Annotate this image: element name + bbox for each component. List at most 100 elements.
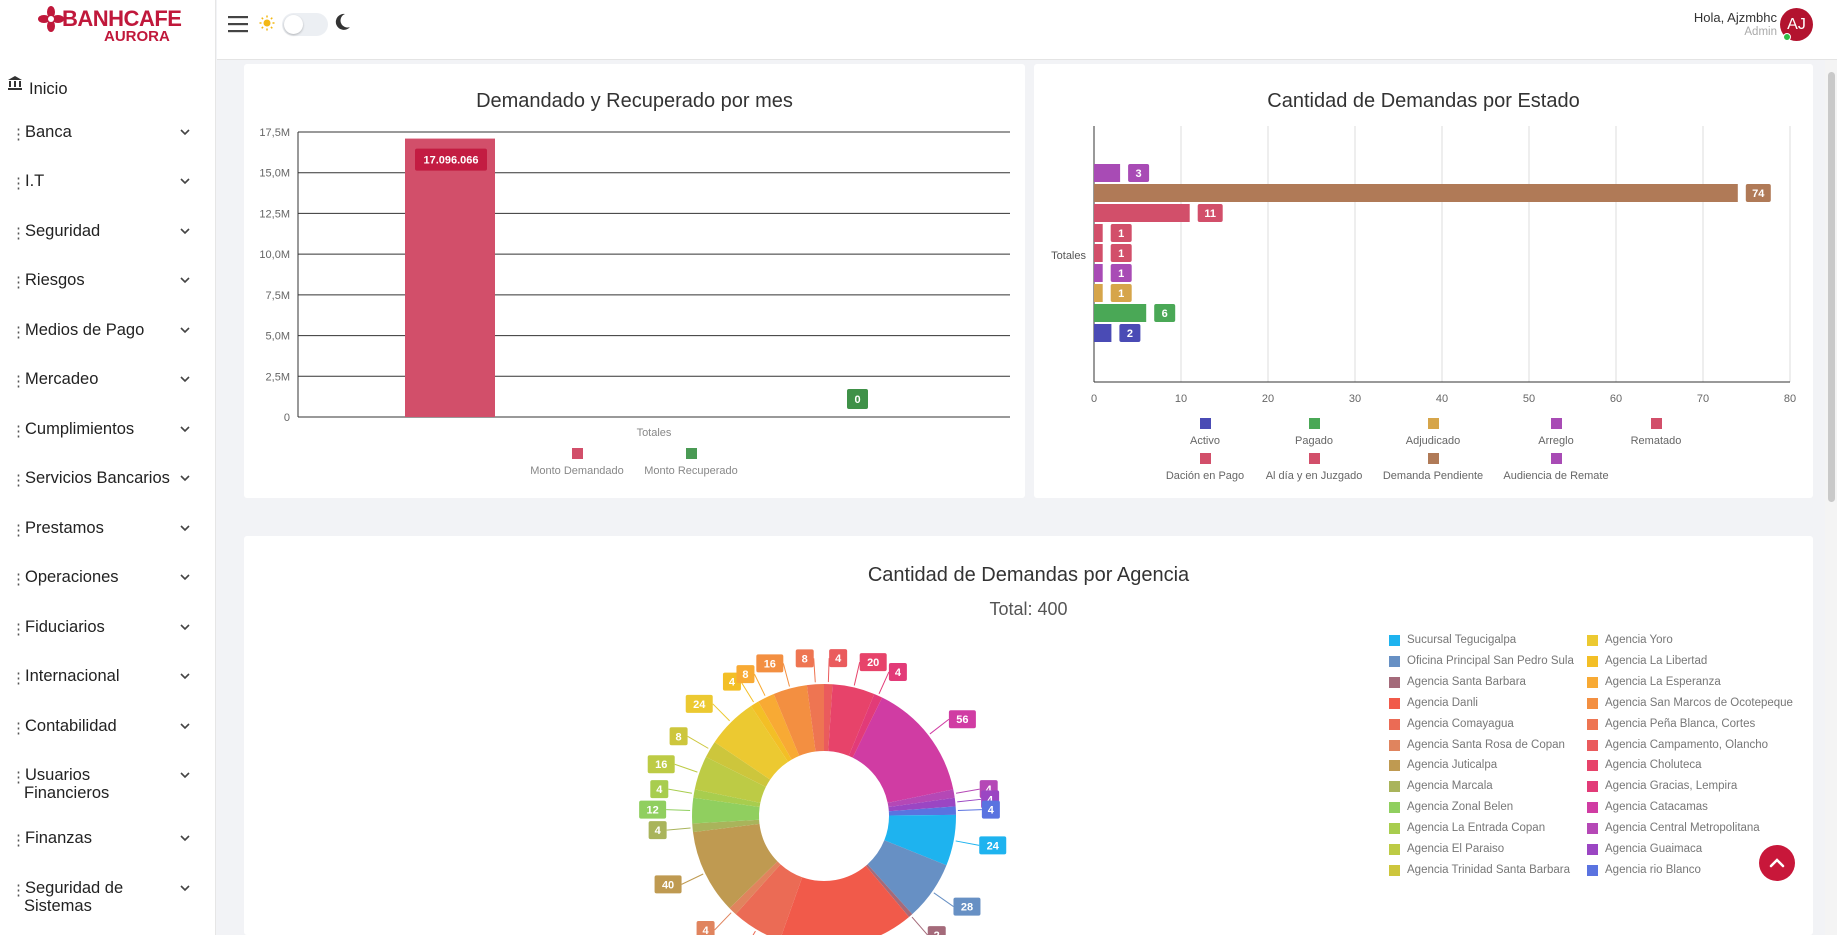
legend-label[interactable]: Al día y en Juzgado [1266,470,1363,482]
data-label: 8 [676,731,682,743]
bar-activo[interactable] [1094,324,1112,342]
slice-agencia-campamento-olancho[interactable] [824,684,833,752]
sidebar-item-label: Usuarios Financieros [24,766,109,802]
chevron-down-icon [180,426,190,433]
legend-label[interactable]: Demanda Pendiente [1383,470,1483,482]
legend-label[interactable]: Arreglo [1538,435,1573,447]
slice-agencia-juticalpa[interactable] [692,823,778,909]
slice-agencia-pe-a-blanca-cortes[interactable] [806,684,824,752]
slice-agencia-guaimaca[interactable] [888,797,956,812]
legend-swatch[interactable] [1551,453,1562,464]
scrollbar-thumb[interactable] [1828,72,1835,502]
slice-agencia-zonal-belen[interactable] [692,797,760,824]
slice-agencia-central-metropolitana[interactable] [887,789,955,808]
legend-label: Agencia Guaimaca [1605,843,1703,855]
slice-agencia-danli[interactable] [780,865,910,935]
legend-swatch[interactable] [1551,418,1562,429]
sidebar-item-servicios-bancarios[interactable]: ⋮ Servicios Bancarios [0,469,216,505]
data-label: 20 [867,657,879,669]
bar-al-d-a-y-en-juzgado[interactable] [1094,204,1190,222]
x-tick-label: 30 [1349,393,1361,405]
bar-daci-n-en-pago[interactable] [1094,224,1103,242]
sidebar-item-seguridad[interactable]: ⋮ Seguridad [0,222,216,258]
slice-agencia-marcala[interactable] [692,819,760,833]
back-to-top-button[interactable] [1759,845,1795,881]
slice-agencia-rio-blanco[interactable] [888,806,956,816]
sidebar-item-fiduciarios[interactable]: ⋮ Fiduciarios [0,618,216,654]
legend-swatch[interactable] [1200,453,1211,464]
bar-demanda-pendiente[interactable] [1094,184,1738,202]
legend-swatch[interactable] [1428,453,1439,464]
slice-agencia-comayagua[interactable] [735,864,803,935]
legend-swatch[interactable] [1309,418,1320,429]
drag-dots-icon: ⋮ [11,423,26,440]
data-label: 74 [1752,188,1765,200]
legend-swatch[interactable] [1200,418,1211,429]
sidebar-item-operaciones[interactable]: ⋮ Operaciones [0,568,216,604]
chevron-down-icon [180,525,190,532]
slice-agencia-santa-rosa-de-copan[interactable] [729,861,781,915]
legend-swatch[interactable] [1651,418,1662,429]
sidebar-item-inicio[interactable]: Inicio [0,75,216,99]
legend-label[interactable]: Adjudicado [1406,435,1460,447]
slice-agencia-la-entrada-copan[interactable] [693,789,761,808]
bar-arreglo[interactable] [1094,264,1103,282]
legend-label[interactable]: Dación en Pago [1166,470,1244,482]
legend-swatch [1389,676,1400,688]
slice-agencia-santa-barbara[interactable] [865,864,913,917]
data-label-box [650,780,669,799]
slice-agencia-trinidad-santa-barbara[interactable] [705,742,771,787]
sidebar-item-label: Contabilidad [25,717,117,735]
legend-swatch[interactable] [686,448,697,459]
sidebar-item-prestamos[interactable]: ⋮ Prestamos [0,519,216,555]
legend-label: Agencia Catacamas [1605,801,1708,814]
brand-logo[interactable]: BANHCAFE AURORA [36,4,182,45]
legend-label[interactable]: Rematado [1631,435,1682,447]
y-category-label: Totales [1051,250,1086,262]
legend-label: Agencia Zonal Belen [1407,801,1514,814]
bar-monto-demandado[interactable] [405,138,495,417]
hamburger-menu-icon[interactable] [227,13,249,35]
slice-agencia-yoro[interactable] [714,706,789,780]
bar-adjudicado[interactable] [1094,284,1103,302]
slice-oficina-principal-san-pedro-sula[interactable] [867,840,947,915]
slice-agencia-gracias-lempira[interactable] [848,693,883,758]
slice-agencia-choluteca[interactable] [828,684,875,756]
slice-agencia-el-paraiso[interactable] [694,756,766,803]
slice-sucursal-tegucigalpa[interactable] [884,814,956,866]
legend-label[interactable]: Activo [1190,435,1220,447]
legend-swatch [1389,844,1400,855]
theme-toggle[interactable] [282,13,328,36]
sidebar-item-medios-de-pago[interactable]: ⋮ Medios de Pago [0,321,216,357]
slice-agencia-la-libertad[interactable] [751,701,792,762]
legend-swatch[interactable] [572,448,583,459]
bar-audiencia-de-remate[interactable] [1094,164,1121,182]
sidebar-item-i-t[interactable]: ⋮ I.T [0,172,216,208]
sidebar-item-finanzas[interactable]: ⋮ Finanzas [0,829,216,865]
sidebar-item-internacional[interactable]: ⋮ Internacional [0,667,216,703]
sidebar-item-cumplimientos[interactable]: ⋮ Cumplimientos [0,420,216,456]
legend-label[interactable]: Pagado [1295,435,1333,447]
legend-label[interactable]: Monto Demandado [530,465,624,477]
legend-label[interactable]: Monto Recuperado [644,465,738,477]
sidebar-item-riesgos[interactable]: ⋮ Riesgos [0,271,216,307]
bar-rematado[interactable] [1094,244,1103,262]
drag-dots-icon: ⋮ [11,472,26,489]
slice-agencia-san-marcos-de-ocotepeque[interactable] [773,685,816,756]
sidebar-item-contabilidad[interactable]: ⋮ Contabilidad [0,717,216,753]
legend-swatch [1389,802,1400,814]
legend-swatch[interactable] [1428,418,1439,429]
sidebar-item-banca[interactable]: ⋮ Banca [0,123,216,159]
chart-card-agencia: Cantidad de Demandas por Agencia Total: … [244,536,1813,935]
slice-agencia-la-esperanza[interactable] [758,693,800,760]
sidebar-item-usuarios[interactable]: ⋮ Usuarios Financieros [0,766,216,802]
slice-agencia-catacamas[interactable] [852,697,954,803]
bar-pagado[interactable] [1094,304,1147,322]
sidebar-item-mercadeo[interactable]: ⋮ Mercadeo [0,370,216,406]
data-label: 3 [1136,168,1142,180]
data-label: 4 [988,805,995,817]
legend-swatch[interactable] [1309,453,1320,464]
chart-card-estado: Cantidad de Demandas por Estado 0 10 20 30 4… [1034,64,1813,498]
legend-label[interactable]: Audiencia de Remate [1503,470,1608,482]
sidebar-item-seguridad-de[interactable]: ⋮ Seguridad de Sistemas [0,879,216,915]
